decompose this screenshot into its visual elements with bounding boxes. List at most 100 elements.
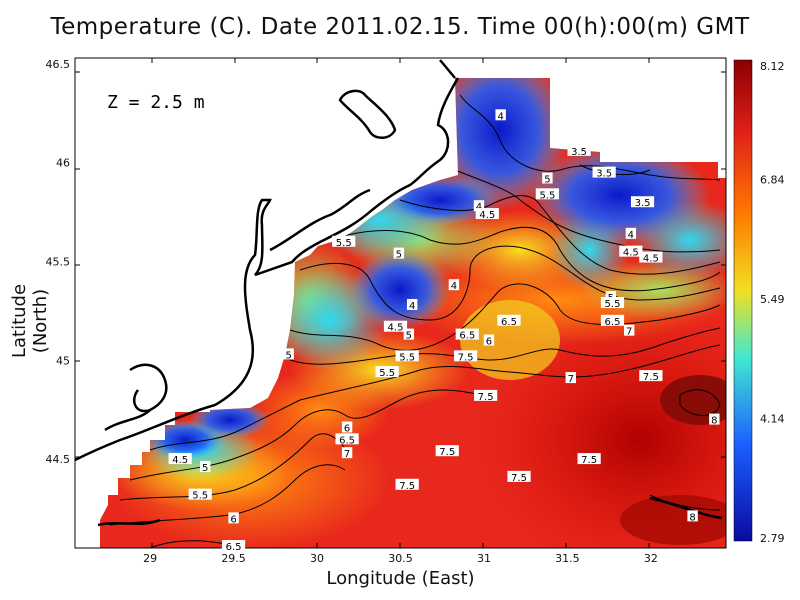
y-tick-label: 46 bbox=[56, 157, 70, 170]
contour-label: 6.5 bbox=[459, 331, 475, 342]
contour-label-bg bbox=[393, 247, 405, 259]
contour-label: 4.5 bbox=[388, 323, 404, 334]
contour-label: 6.5 bbox=[339, 435, 355, 446]
contour-label: 6 bbox=[344, 423, 350, 434]
contour-label: 7.5 bbox=[581, 455, 597, 466]
x-tick-label: 31 bbox=[477, 552, 491, 565]
contour-lines bbox=[109, 94, 721, 548]
colorbar-tick-labels: 8.12 6.84 5.49 4.14 2.79 bbox=[760, 60, 785, 545]
contour-label-bg bbox=[497, 314, 521, 326]
contour-label: 7.5 bbox=[439, 447, 455, 458]
contour-label: 7.5 bbox=[458, 352, 474, 363]
contour-label-bg bbox=[406, 298, 418, 310]
contour-label-bg bbox=[435, 445, 459, 457]
x-tick-label: 31.5 bbox=[555, 552, 580, 565]
temperature-field bbox=[100, 78, 726, 548]
contour-labels: 43.553.55.543.54.55.5454.54.5455.546.56.… bbox=[168, 109, 720, 553]
contour-label-bg bbox=[577, 453, 601, 465]
contour-label-bg bbox=[188, 488, 212, 500]
y-tick-label: 44.5 bbox=[46, 453, 71, 466]
x-tick-labels: 29 29.5 30 30.5 31 31.5 32 bbox=[143, 552, 658, 565]
colorbar-tick-label: 5.49 bbox=[760, 293, 785, 306]
contour-label: 7.5 bbox=[399, 481, 415, 492]
x-tick-label: 30.5 bbox=[388, 552, 413, 565]
contour-label: 6.5 bbox=[605, 317, 621, 328]
contour-label: 5.5 bbox=[379, 368, 395, 379]
contour-label-bg bbox=[495, 109, 506, 121]
contour-label-bg bbox=[623, 324, 635, 336]
contour-label-bg bbox=[395, 478, 419, 490]
contour-label-bg bbox=[709, 413, 720, 425]
contour-label: 5 bbox=[544, 175, 550, 186]
contour-label: 3.5 bbox=[596, 169, 612, 180]
contour-label: 5 bbox=[396, 250, 402, 261]
contour-label-bg bbox=[687, 510, 698, 522]
contour-label-bg bbox=[448, 279, 460, 291]
contour-label-bg bbox=[565, 372, 576, 384]
contour-label-bg bbox=[605, 291, 617, 303]
contour-label-bg bbox=[454, 350, 478, 362]
depth-label: Z = 2.5 m bbox=[107, 92, 205, 113]
contour-label-bg bbox=[283, 348, 294, 360]
contour-label: 4.5 bbox=[643, 254, 659, 265]
contour-label: 4 bbox=[451, 281, 457, 292]
colorbar-tick-label: 6.84 bbox=[760, 173, 785, 186]
contour-label: 5 bbox=[406, 331, 412, 342]
contour-label: 5.5 bbox=[336, 238, 352, 249]
contour-label-bg bbox=[592, 166, 616, 178]
contour-label: 5.5 bbox=[605, 299, 621, 310]
contour-label-bg bbox=[630, 196, 655, 208]
colorbar-tick-label: 4.14 bbox=[760, 412, 785, 425]
contour-label-bg bbox=[395, 350, 419, 362]
y-tick-label: 46.5 bbox=[46, 58, 71, 71]
contour-label: 7 bbox=[626, 327, 632, 338]
contour-label-bg bbox=[475, 208, 499, 220]
colorbar-tick-label: 2.79 bbox=[760, 532, 785, 545]
contour-label-bg bbox=[473, 200, 485, 212]
contour-label: 4 bbox=[476, 202, 482, 213]
contour-label-bg bbox=[403, 328, 415, 340]
contour-label: 7 bbox=[344, 449, 350, 460]
contour-label-bg bbox=[600, 314, 625, 326]
contour-label-bg bbox=[335, 433, 359, 445]
axis-ticks bbox=[75, 58, 726, 548]
x-tick-label: 32 bbox=[644, 552, 658, 565]
contour-label-bg bbox=[619, 245, 643, 257]
contour-label-bg bbox=[455, 328, 479, 340]
contour-label-bg bbox=[542, 172, 553, 184]
contour-label-bg bbox=[567, 144, 591, 156]
colorbar bbox=[733, 59, 753, 542]
contour-label-bg bbox=[383, 320, 408, 332]
contour-label: 8 bbox=[689, 512, 695, 523]
contour-label-bg bbox=[507, 470, 531, 482]
contour-label-bg bbox=[625, 227, 637, 239]
contour-label-bg bbox=[228, 512, 239, 524]
chart-title: Temperature (C). Date 2011.02.15. Time 0… bbox=[50, 14, 750, 40]
x-axis-label: Longitude (East) bbox=[326, 568, 475, 589]
contour-label-bg bbox=[221, 540, 246, 552]
contour-label: 4 bbox=[628, 230, 634, 241]
contour-label: 3.5 bbox=[635, 198, 651, 209]
x-tick-label: 30 bbox=[310, 552, 324, 565]
contour-label-bg bbox=[474, 389, 498, 401]
contour-label: 3.5 bbox=[571, 147, 587, 158]
contour-label-bg bbox=[341, 447, 353, 459]
contour-label-bg bbox=[168, 453, 192, 465]
contour-label: 4.5 bbox=[479, 210, 495, 221]
contour-label: 6 bbox=[486, 337, 492, 348]
contour-label-bg bbox=[600, 297, 625, 308]
contour-label-bg bbox=[639, 370, 663, 382]
contour-label-bg bbox=[483, 334, 495, 346]
y-tick-labels: 46.5 46 45.5 45 44.5 bbox=[46, 58, 71, 466]
contour-label-bg bbox=[332, 235, 356, 247]
contour-label: 6.5 bbox=[226, 542, 242, 553]
contour-label: 4 bbox=[409, 301, 415, 312]
contour-label: 7.5 bbox=[478, 392, 494, 403]
contour-label: 7 bbox=[568, 374, 574, 385]
contour-label-bg bbox=[375, 366, 399, 378]
contour-label-bg bbox=[341, 421, 353, 433]
contour-label: 7.5 bbox=[511, 473, 527, 484]
y-tick-label: 45.5 bbox=[46, 256, 71, 269]
colorbar-tick-label: 8.12 bbox=[760, 60, 785, 73]
